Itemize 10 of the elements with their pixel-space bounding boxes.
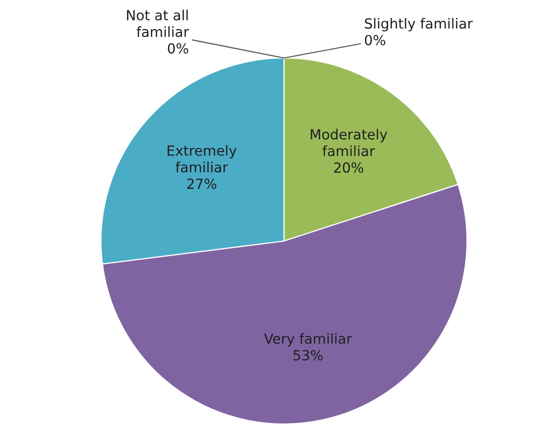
slice-label: Very familiar [264,333,352,347]
data-label: 53% [294,350,323,360]
data-label: 20% [334,162,364,173]
slice-label: Extremely familiar [168,145,236,172]
category-label: Slightly familiar [364,18,473,32]
slice-label: Moderately familiar [310,128,388,156]
text: 0% [364,34,386,46]
text: 0% [168,43,188,54]
category-label: Not at all familiar [127,10,189,38]
data-label: 27% [187,178,216,190]
